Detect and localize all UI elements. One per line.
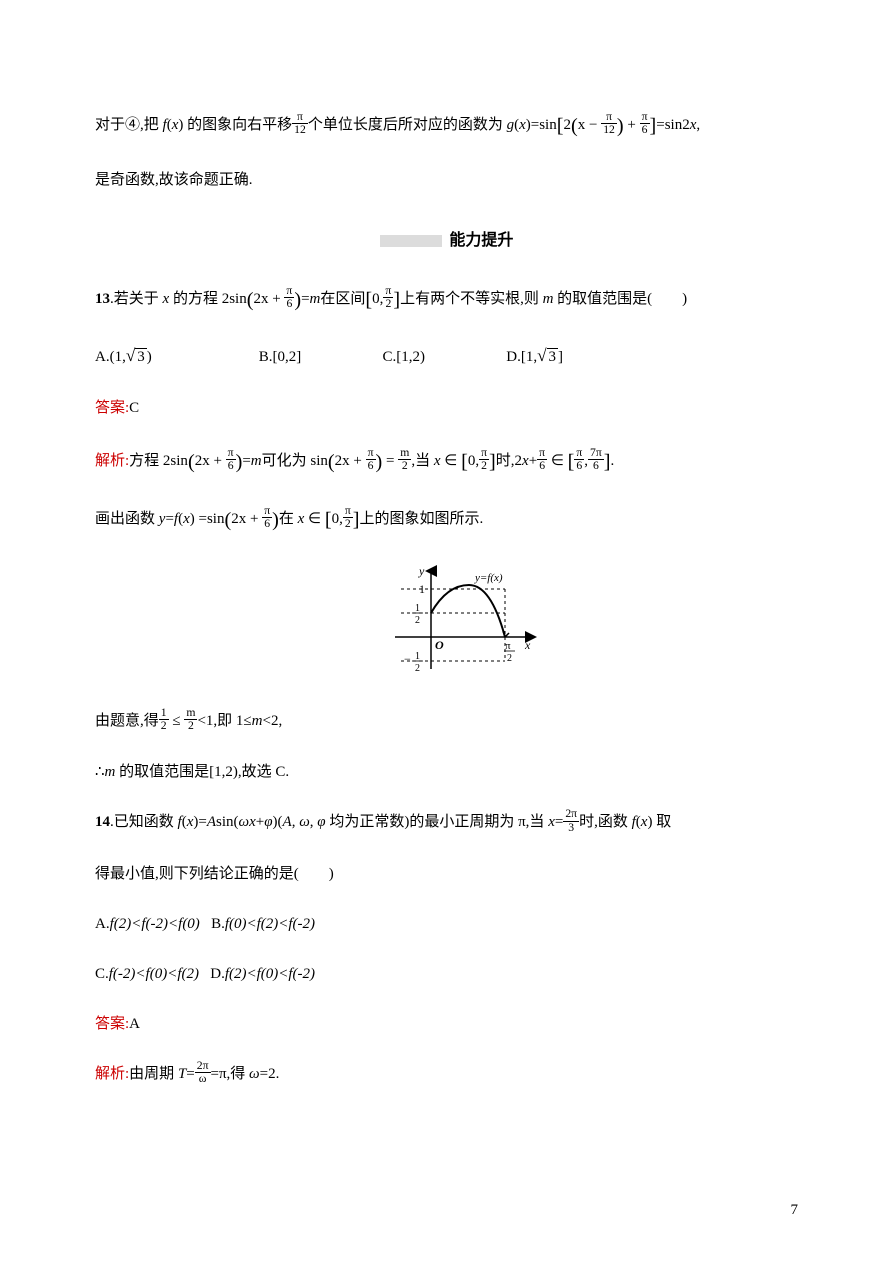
explain-label: 解析: xyxy=(95,1066,129,1082)
q14-opt-b: B.f(0)<f(2)<f(-2) xyxy=(211,916,315,932)
text: 个单位长度后所对应的函数为 xyxy=(308,117,507,133)
q14-opt-d: D.f(2)<f(0)<f(-2) xyxy=(210,966,315,982)
graph-svg: y 1 1 2 − 1 2 O π 2 x y=f(x) xyxy=(357,563,537,673)
q14-options-row1: A.f(2)<f(-2)<f(0) B.f(0)<f(2)<f(-2) xyxy=(95,912,798,936)
q13-explain-2: 画出函数 y=f(x) =sin(2x + π6)在 x ∈ [0,π2]上的图… xyxy=(95,504,798,536)
heading-bar xyxy=(380,235,442,247)
q14-number: 14 xyxy=(95,815,110,831)
gx: g xyxy=(507,117,515,133)
text: 在区间 xyxy=(320,291,365,307)
svg-text:−: − xyxy=(404,652,411,666)
text: 方程 2sin xyxy=(129,453,188,469)
q13-opt-b: B.[0,2] xyxy=(259,345,379,369)
text: 的方程 2sin xyxy=(169,291,247,307)
page-number: 7 xyxy=(791,1198,799,1222)
svg-text:1: 1 xyxy=(419,582,425,596)
q13-explain-1: 解析:方程 2sin(2x + π6)=m可化为 sin(2x + π6) = … xyxy=(95,446,798,478)
intro-para-2: 是奇函数,故该命题正确. xyxy=(95,168,798,192)
q13-number: 13 xyxy=(95,291,110,307)
svg-text:π: π xyxy=(505,640,511,652)
answer-value: C xyxy=(129,400,139,416)
text: 的取值范围是( ) xyxy=(553,291,687,307)
answer-value: A xyxy=(129,1016,140,1032)
q14-answer: 答案:A xyxy=(95,1012,798,1036)
text: 对于④,把 xyxy=(95,117,163,133)
svg-text:x: x xyxy=(524,638,531,652)
q14-opt-a: A.f(2)<f(-2)<f(0) xyxy=(95,916,200,932)
text: .若关于 xyxy=(110,291,163,307)
answer-label: 答案: xyxy=(95,1016,129,1032)
svg-text:1: 1 xyxy=(415,603,420,614)
text: =sin xyxy=(531,117,557,133)
svg-text:1: 1 xyxy=(415,651,420,662)
heading-text: 能力提升 xyxy=(449,232,513,249)
svg-text:O: O xyxy=(435,638,444,652)
svg-text:2: 2 xyxy=(507,653,512,664)
q13-stem: 13.若关于 x 的方程 2sin(2x + π6)=m在区间[0,π2]上有两… xyxy=(95,284,798,316)
text: 的图象向右平移 xyxy=(183,117,292,133)
q14-stem-1: 14.已知函数 f(x)=Asin(ωx+φ)(A, ω, φ 均为正常数)的最… xyxy=(95,810,798,836)
q14-opt-c: C.f(-2)<f(0)<f(2) xyxy=(95,966,199,982)
intro-para-1: 对于④,把 f(x) 的图象向右平移π12个单位长度后所对应的函数为 g(x)=… xyxy=(95,110,798,142)
q14-options-row2: C.f(-2)<f(0)<f(2) D.f(2)<f(0)<f(-2) xyxy=(95,962,798,986)
q13-explain-3: 由题意,得12 ≤ m2<1,即 1≤m<2, xyxy=(95,709,798,735)
q14-explain: 解析:由周期 T=2πω=π,得 ω=2. xyxy=(95,1062,798,1088)
page-content: 对于④,把 f(x) 的图象向右平移π12个单位长度后所对应的函数为 g(x)=… xyxy=(0,0,893,1153)
frac-pi-12: π12 xyxy=(292,111,308,137)
q13-options: A.(1,3) B.[0,2] C.[1,2) D.[1,3] xyxy=(95,342,798,370)
text: , xyxy=(696,117,700,133)
svg-text:2: 2 xyxy=(415,663,420,673)
text: = xyxy=(301,291,309,307)
svg-text:y=f(x): y=f(x) xyxy=(474,572,503,584)
q13-answer: 答案:C xyxy=(95,396,798,420)
text: =sin2 xyxy=(656,117,689,133)
svg-text:2: 2 xyxy=(415,615,420,626)
explain-label: 解析: xyxy=(95,453,129,469)
q14-stem-2: 得最小值,则下列结论正确的是( ) xyxy=(95,862,798,886)
section-heading: 能力提升 xyxy=(95,228,798,254)
q13-opt-c: C.[1,2) xyxy=(383,345,503,369)
q13-opt-a: A.(1,3) xyxy=(95,342,255,370)
q13-explain-4: ∴m 的取值范围是[1,2),故选 C. xyxy=(95,760,798,784)
q13-figure: y 1 1 2 − 1 2 O π 2 x y=f(x) xyxy=(95,563,798,681)
svg-text:y: y xyxy=(418,564,425,578)
text: 上有两个不等实根,则 xyxy=(400,291,543,307)
q13-opt-d: D.[1,3] xyxy=(506,342,563,370)
answer-label: 答案: xyxy=(95,400,129,416)
fx: f xyxy=(163,117,167,133)
